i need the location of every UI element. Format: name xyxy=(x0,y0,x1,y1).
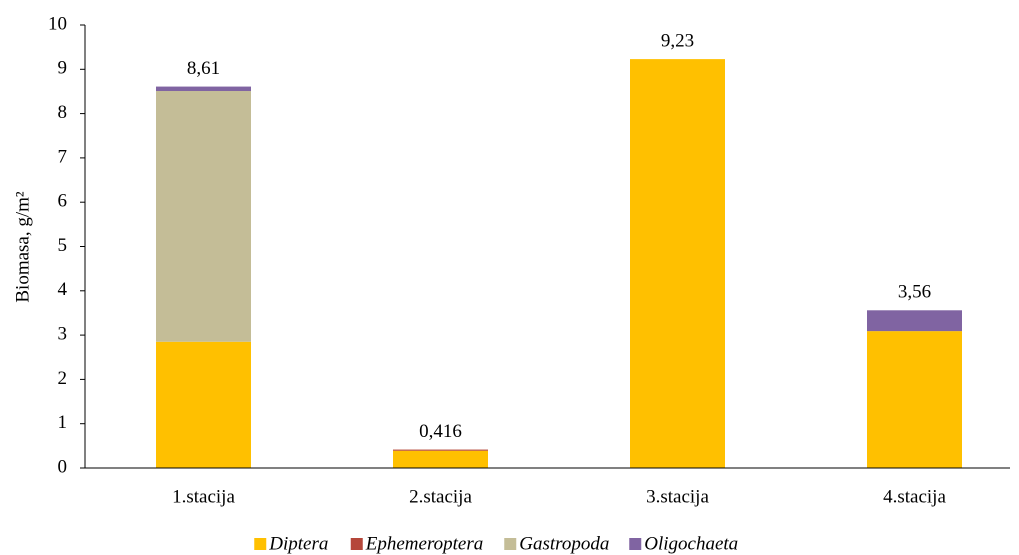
bar-segment xyxy=(393,450,488,468)
total-label: 0,416 xyxy=(419,421,462,442)
bar-segment xyxy=(393,449,488,451)
legend-label: Oligochaeta xyxy=(644,533,738,554)
total-label: 8,61 xyxy=(187,58,220,79)
y-tick-label: 5 xyxy=(58,235,68,256)
total-label: 3,56 xyxy=(898,282,931,303)
y-tick-label: 9 xyxy=(58,58,68,79)
bar-segment xyxy=(156,86,251,92)
y-axis-label: Biomasa, g/m² xyxy=(12,191,33,303)
y-tick-label: 6 xyxy=(58,191,68,212)
legend-swatch xyxy=(504,538,517,550)
bar-segment xyxy=(156,341,251,468)
y-tick-label: 0 xyxy=(58,456,68,477)
y-tick-label: 8 xyxy=(58,102,68,123)
y-tick-label: 1 xyxy=(58,412,68,433)
legend-swatch xyxy=(629,538,642,550)
x-tick-label: 4.stacija xyxy=(883,486,946,507)
x-tick-label: 3.stacija xyxy=(646,486,709,507)
legend-swatch xyxy=(350,538,363,550)
y-tick-label: 3 xyxy=(58,323,68,344)
legend-label: Gastropoda xyxy=(519,533,609,554)
bar-segment xyxy=(867,310,962,332)
legend-label: Diptera xyxy=(268,533,328,554)
bar-segment xyxy=(867,331,962,468)
total-label: 9,23 xyxy=(661,30,694,51)
y-tick-label: 4 xyxy=(58,279,68,300)
y-tick-label: 7 xyxy=(58,146,68,167)
x-tick-label: 2.stacija xyxy=(409,486,472,507)
y-tick-label: 2 xyxy=(58,368,68,389)
legend-swatch xyxy=(254,538,267,550)
bar-segment xyxy=(156,91,251,342)
x-tick-label: 1.stacija xyxy=(172,486,235,507)
bar-segment xyxy=(630,59,725,469)
legend-label: Ephemeroptera xyxy=(365,533,484,554)
y-tick-label: 10 xyxy=(48,13,67,34)
